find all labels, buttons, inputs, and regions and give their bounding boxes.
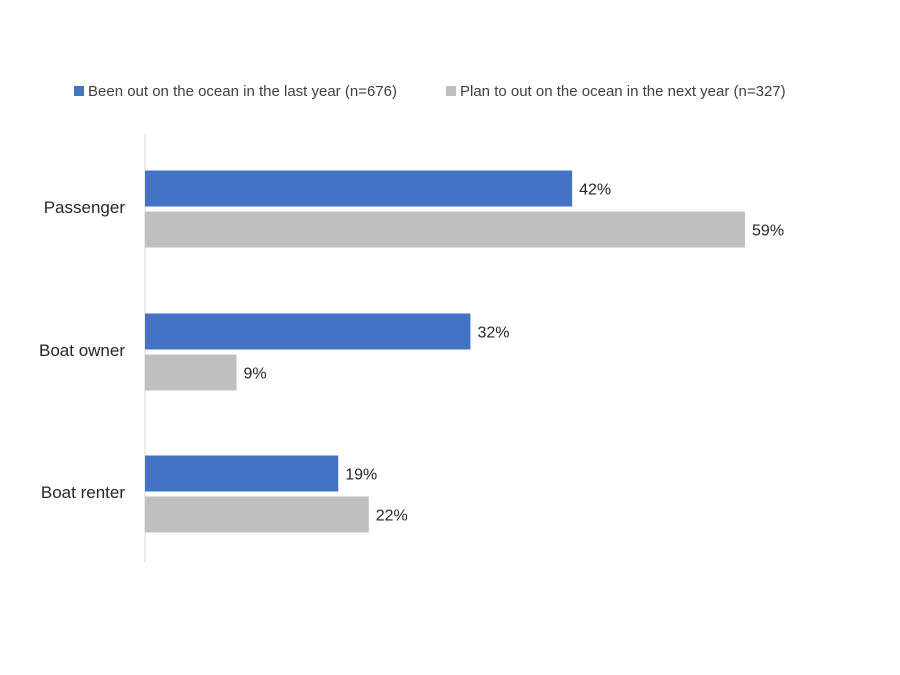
data-label-passenger-series-2: 59%: [752, 223, 784, 240]
legend-swatch-1: [74, 86, 84, 96]
legend-label-2: Plan to out on the ocean in the next yea…: [460, 83, 786, 100]
plot-area: Passenger 42% 59% Boat owner 32% 9% Boat rente…: [39, 170, 784, 533]
data-label-boat-renter-series-2: 22%: [376, 508, 408, 525]
bar-boat-owner-series-1: [145, 313, 471, 350]
legend-swatch-2: [446, 86, 456, 96]
data-label-boat-owner-series-1: 32%: [477, 325, 509, 342]
legend: Been out on the ocean in the last year (…: [74, 83, 786, 100]
bar-boat-owner-series-2: [145, 354, 237, 391]
bar-boat-renter-series-1: [145, 455, 339, 492]
category-label-boat-owner: Boat owner: [39, 341, 125, 360]
category-label-passenger: Passenger: [44, 198, 126, 217]
bar-passenger-series-1: [145, 170, 573, 207]
bar-boat-renter-series-2: [145, 496, 369, 533]
data-label-boat-owner-series-2: 9%: [244, 366, 267, 383]
data-label-boat-renter-series-1: 19%: [345, 467, 377, 484]
data-label-passenger-series-1: 42%: [579, 182, 611, 199]
category-label-boat-renter: Boat renter: [41, 483, 125, 502]
bar-passenger-series-2: [145, 211, 746, 248]
legend-label-1: Been out on the ocean in the last year (…: [88, 83, 397, 100]
